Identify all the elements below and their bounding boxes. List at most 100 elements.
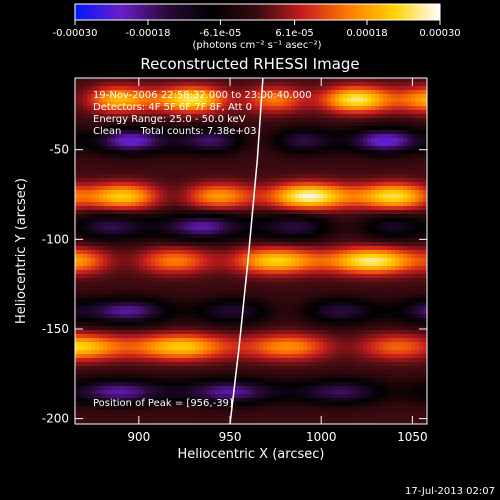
- heatmap-cell: [311, 82, 315, 86]
- heatmap-cell: [371, 122, 375, 126]
- heatmap-cell: [215, 174, 219, 178]
- heatmap-cell: [347, 194, 351, 198]
- heatmap-cell: [287, 170, 291, 174]
- heatmap-cell: [143, 302, 147, 306]
- heatmap-cell: [243, 242, 247, 246]
- heatmap-cell: [339, 186, 343, 190]
- heatmap-cell: [159, 150, 163, 154]
- heatmap-cell: [115, 246, 119, 250]
- heatmap-cell: [243, 278, 247, 282]
- heatmap-cell: [195, 238, 199, 242]
- heatmap-cell: [355, 250, 359, 254]
- heatmap-cell: [75, 90, 79, 94]
- heatmap-cell: [395, 122, 399, 126]
- heatmap-cell: [171, 222, 175, 226]
- heatmap-cell: [407, 210, 411, 214]
- heatmap-cell: [231, 294, 235, 298]
- heatmap-cell: [171, 274, 175, 278]
- heatmap-cell: [163, 138, 167, 142]
- heatmap-cell: [115, 154, 119, 158]
- heatmap-cell: [403, 282, 407, 286]
- heatmap-cell: [291, 78, 295, 82]
- heatmap-cell: [383, 82, 387, 86]
- heatmap-cell: [263, 162, 267, 166]
- heatmap-cell: [199, 270, 203, 274]
- heatmap-cell: [407, 218, 411, 222]
- heatmap-cell: [103, 258, 107, 262]
- heatmap-cell: [131, 258, 135, 262]
- heatmap-cell: [139, 86, 143, 90]
- heatmap-cell: [111, 278, 115, 282]
- heatmap-cell: [179, 90, 183, 94]
- heatmap-cell: [287, 202, 291, 206]
- heatmap-cell: [295, 182, 299, 186]
- heatmap-cell: [299, 250, 303, 254]
- heatmap-cell: [351, 206, 355, 210]
- heatmap-cell: [383, 294, 387, 298]
- heatmap-cell: [215, 186, 219, 190]
- heatmap-cell: [167, 222, 171, 226]
- heatmap-cell: [395, 126, 399, 130]
- heatmap-cell: [415, 246, 419, 250]
- heatmap-cell: [287, 182, 291, 186]
- heatmap-cell: [391, 218, 395, 222]
- heatmap-cell: [139, 214, 143, 218]
- heatmap-cell: [371, 250, 375, 254]
- heatmap-cell: [319, 206, 323, 210]
- heatmap-cell: [343, 154, 347, 158]
- heatmap-cell: [83, 238, 87, 242]
- heatmap-cell: [311, 274, 315, 278]
- heatmap-cell: [179, 102, 183, 106]
- heatmap-cell: [403, 258, 407, 262]
- heatmap-cell: [291, 94, 295, 98]
- heatmap-cell: [199, 134, 203, 138]
- heatmap-cell: [347, 86, 351, 90]
- heatmap-cell: [195, 206, 199, 210]
- heatmap-cell: [303, 210, 307, 214]
- heatmap-cell: [239, 202, 243, 206]
- heatmap-cell: [95, 282, 99, 286]
- heatmap-cell: [259, 130, 263, 134]
- heatmap-cell: [171, 230, 175, 234]
- heatmap-cell: [263, 90, 267, 94]
- heatmap-cell: [423, 182, 427, 186]
- heatmap-cell: [411, 290, 415, 294]
- heatmap-cell: [147, 82, 151, 86]
- heatmap-cell: [371, 202, 375, 206]
- heatmap-cell: [179, 238, 183, 242]
- heatmap-cell: [103, 250, 107, 254]
- heatmap-cell: [83, 174, 87, 178]
- heatmap-cell: [191, 110, 195, 114]
- heatmap-cell: [175, 78, 179, 82]
- heatmap-cell: [367, 102, 371, 106]
- heatmap-cell: [235, 218, 239, 222]
- heatmap-cell: [207, 78, 211, 82]
- heatmap-cell: [307, 170, 311, 174]
- heatmap-cell: [247, 182, 251, 186]
- heatmap-cell: [95, 226, 99, 230]
- heatmap-cell: [271, 234, 275, 238]
- heatmap-cell: [195, 166, 199, 170]
- heatmap-cell: [79, 282, 83, 286]
- heatmap-cell: [315, 174, 319, 178]
- heatmap-cell: [323, 126, 327, 130]
- heatmap-cell: [347, 258, 351, 262]
- heatmap-cell: [283, 114, 287, 118]
- heatmap-cell: [379, 202, 383, 206]
- heatmap-cell: [95, 98, 99, 102]
- heatmap-cell: [151, 110, 155, 114]
- heatmap-cell: [415, 138, 419, 142]
- heatmap-cell: [143, 218, 147, 222]
- heatmap-cell: [295, 258, 299, 262]
- heatmap-cell: [75, 130, 79, 134]
- heatmap-cell: [295, 278, 299, 282]
- heatmap-cell: [159, 234, 163, 238]
- heatmap-cell: [303, 98, 307, 102]
- heatmap-cell: [423, 234, 427, 238]
- heatmap-cell: [111, 130, 115, 134]
- heatmap-cell: [351, 194, 355, 198]
- heatmap-cell: [423, 154, 427, 158]
- heatmap-cell: [75, 158, 79, 162]
- heatmap-cell: [387, 178, 391, 182]
- heatmap-cell: [367, 254, 371, 258]
